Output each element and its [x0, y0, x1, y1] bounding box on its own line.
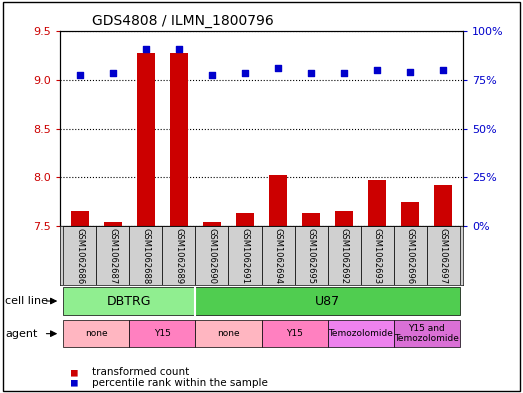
Text: Y15 and
Temozolomide: Y15 and Temozolomide	[394, 324, 459, 343]
Bar	[196, 287, 460, 315]
Text: none: none	[217, 329, 240, 338]
FancyBboxPatch shape	[96, 226, 130, 285]
FancyBboxPatch shape	[327, 226, 360, 285]
Text: cell line: cell line	[5, 296, 48, 306]
Point	[208, 72, 216, 78]
Text: GSM1062696: GSM1062696	[405, 228, 415, 284]
Text: GSM1062697: GSM1062697	[439, 228, 448, 284]
Text: GSM1062692: GSM1062692	[339, 228, 348, 284]
FancyBboxPatch shape	[427, 226, 460, 285]
Text: GSM1062694: GSM1062694	[274, 228, 282, 284]
Text: GSM1062689: GSM1062689	[175, 228, 184, 284]
Text: GDS4808 / ILMN_1800796: GDS4808 / ILMN_1800796	[93, 14, 274, 28]
Bar	[434, 185, 452, 226]
Text: ■: ■	[71, 378, 77, 388]
Text: GSM1062686: GSM1062686	[75, 228, 84, 284]
Bar	[63, 320, 130, 347]
Text: transformed count: transformed count	[92, 367, 189, 377]
Bar	[170, 53, 188, 226]
Text: GSM1062687: GSM1062687	[108, 228, 118, 284]
Text: GSM1062691: GSM1062691	[241, 228, 249, 284]
Text: Y15: Y15	[154, 329, 171, 338]
FancyBboxPatch shape	[63, 226, 96, 285]
Text: agent: agent	[5, 329, 38, 339]
Text: percentile rank within the sample: percentile rank within the sample	[92, 378, 267, 388]
Point	[307, 70, 315, 76]
Bar	[137, 53, 155, 226]
Bar	[196, 320, 262, 347]
Point	[439, 67, 447, 73]
Bar	[393, 320, 460, 347]
Bar	[71, 211, 89, 226]
Text: U87: U87	[315, 294, 340, 308]
Text: none: none	[85, 329, 108, 338]
Point	[109, 70, 117, 76]
Text: GSM1062695: GSM1062695	[306, 228, 315, 284]
Point	[175, 46, 183, 52]
Text: Y15: Y15	[286, 329, 303, 338]
Bar	[327, 320, 393, 347]
Text: GSM1062690: GSM1062690	[208, 228, 217, 284]
FancyBboxPatch shape	[262, 226, 294, 285]
Bar	[63, 287, 196, 315]
FancyBboxPatch shape	[196, 226, 229, 285]
Text: GSM1062688: GSM1062688	[141, 228, 151, 284]
Point	[340, 70, 348, 76]
Bar	[130, 320, 196, 347]
Bar	[335, 211, 353, 226]
FancyBboxPatch shape	[130, 226, 163, 285]
FancyBboxPatch shape	[229, 226, 262, 285]
Point	[406, 69, 414, 75]
Point	[241, 70, 249, 76]
Bar	[269, 175, 287, 226]
Point	[76, 72, 84, 78]
Bar	[302, 213, 320, 226]
Point	[274, 65, 282, 72]
Text: ■: ■	[71, 367, 77, 377]
Bar	[401, 202, 419, 226]
FancyBboxPatch shape	[294, 226, 327, 285]
Bar	[236, 213, 254, 226]
Bar	[203, 222, 221, 226]
Bar	[104, 222, 122, 226]
Point	[373, 67, 381, 73]
FancyBboxPatch shape	[163, 226, 196, 285]
Point	[142, 46, 150, 52]
Text: DBTRG: DBTRG	[107, 294, 152, 308]
FancyBboxPatch shape	[393, 226, 427, 285]
FancyBboxPatch shape	[360, 226, 393, 285]
Text: Temozolomide: Temozolomide	[328, 329, 393, 338]
Bar	[262, 320, 327, 347]
Text: GSM1062693: GSM1062693	[372, 228, 382, 284]
Bar	[368, 180, 386, 226]
